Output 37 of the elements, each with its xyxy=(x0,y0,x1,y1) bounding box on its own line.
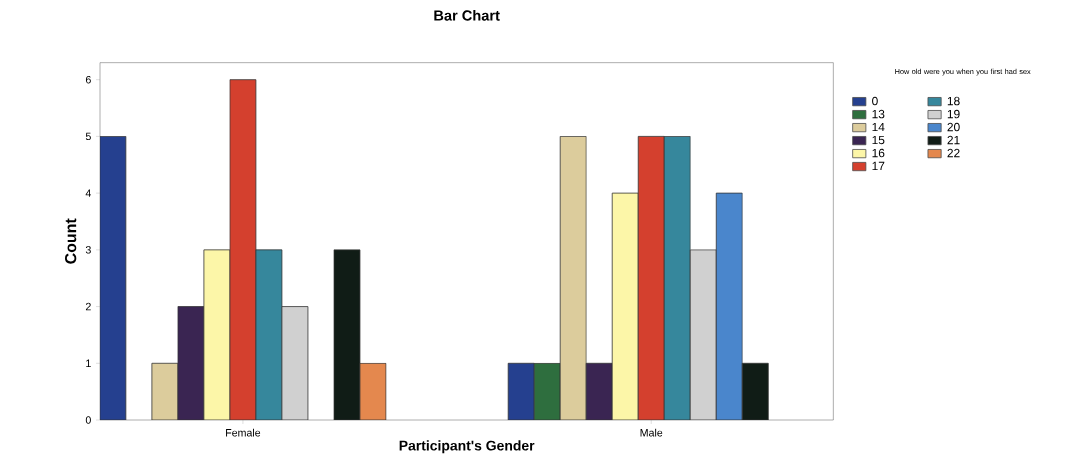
legend-label: 15 xyxy=(872,135,885,145)
bar xyxy=(100,136,127,420)
bar xyxy=(255,249,283,420)
y-tick-label: 4 xyxy=(85,189,92,197)
legend-label: 21 xyxy=(947,135,960,145)
bar xyxy=(281,306,309,420)
x-tick-label: Female xyxy=(226,428,261,437)
legend-label: 22 xyxy=(947,148,960,158)
x-axis-title: Participant's Gender xyxy=(399,440,535,454)
bar xyxy=(559,136,587,420)
bar xyxy=(229,79,257,420)
bar xyxy=(203,249,231,420)
legend-label: 19 xyxy=(947,109,960,119)
y-tick-label: 2 xyxy=(85,302,91,311)
y-tick-label: 3 xyxy=(85,246,91,254)
y-tick-label: 0 xyxy=(85,416,91,424)
bar xyxy=(585,362,613,420)
legend-label: 14 xyxy=(872,122,885,132)
y-tick-label: 1 xyxy=(86,359,91,367)
bar xyxy=(177,306,205,420)
legend-label: 13 xyxy=(872,109,885,119)
y-tick-label: 6 xyxy=(85,75,91,84)
bar xyxy=(611,192,639,420)
y-axis-title: Count xyxy=(65,218,77,264)
bar xyxy=(689,249,717,420)
legend-label: 17 xyxy=(872,161,885,171)
bar xyxy=(637,136,665,420)
chart-title: Bar Chart xyxy=(434,9,500,21)
bar xyxy=(741,362,769,420)
y-tick-label: 5 xyxy=(85,132,91,141)
bar xyxy=(333,249,361,420)
legend-label: 0 xyxy=(872,96,878,106)
legend-label: 16 xyxy=(872,148,885,158)
legend-label: 18 xyxy=(947,96,960,106)
x-tick-label: Male xyxy=(640,428,663,437)
legend-label: 20 xyxy=(947,122,960,132)
bar xyxy=(663,136,691,420)
